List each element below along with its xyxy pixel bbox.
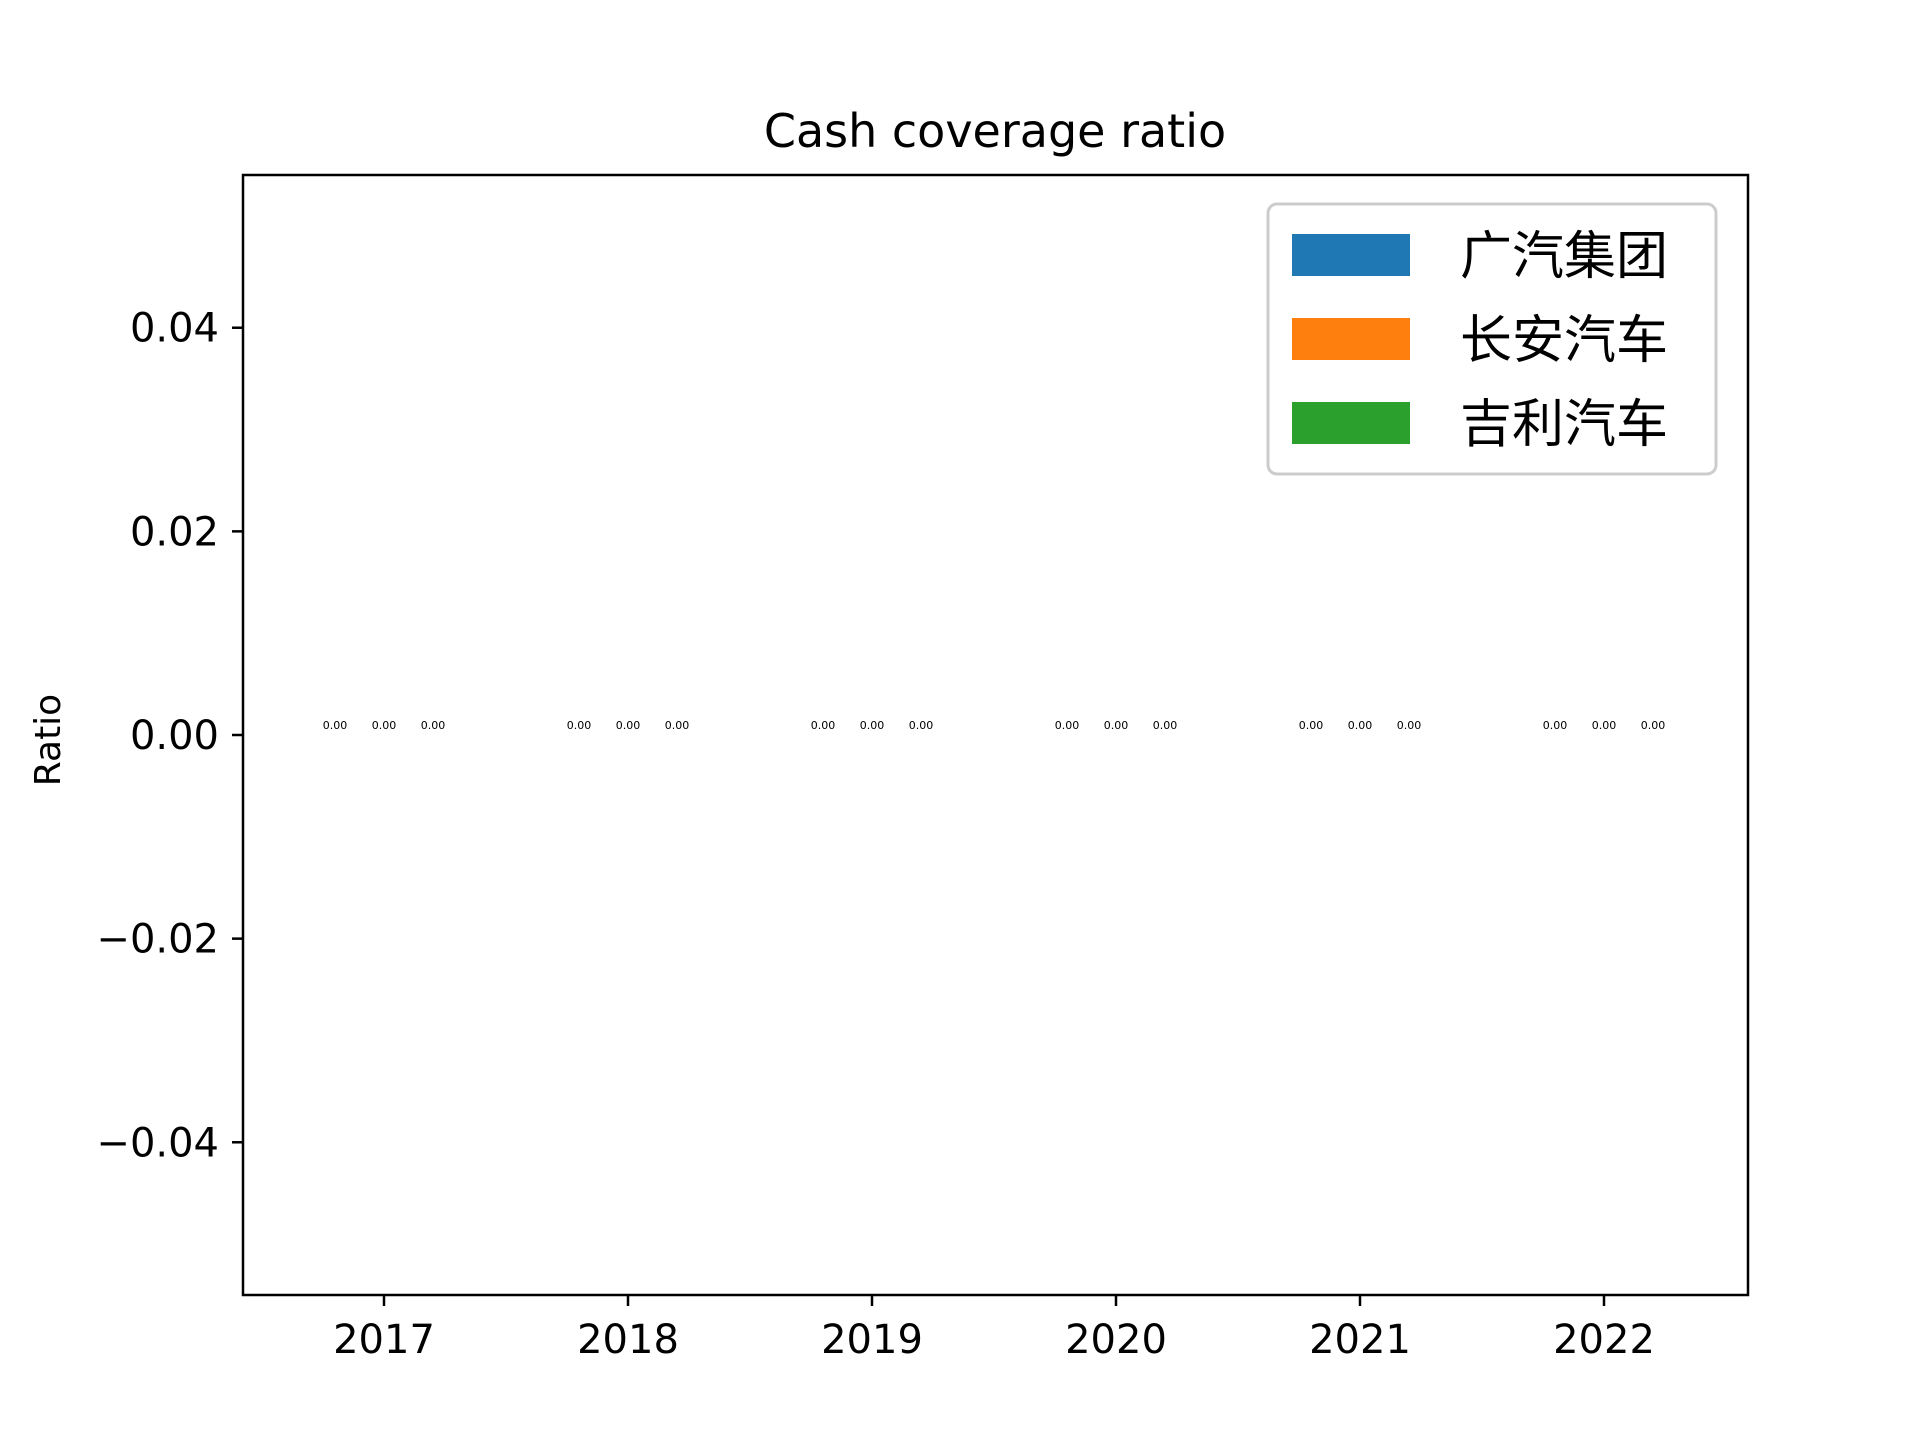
x-tick-label: 2022 — [1553, 1317, 1655, 1363]
x-tick-label: 2019 — [821, 1317, 923, 1363]
bar-value-label: 0.00 — [1641, 719, 1666, 732]
x-axis: 2017 2018 2019 2020 2021 2022 — [333, 1295, 1655, 1363]
x-tick-label: 2017 — [333, 1317, 435, 1363]
y-tick-label: 0.04 — [130, 306, 219, 352]
legend-label-2: 吉利汽车 — [1460, 395, 1668, 455]
y-axis-label: Ratio — [28, 694, 69, 786]
x-tick-label: 2020 — [1065, 1317, 1167, 1363]
bar-value-label: 0.00 — [1299, 719, 1324, 732]
bar-value-label: 0.00 — [616, 719, 641, 732]
y-tick-label: −0.04 — [96, 1120, 219, 1166]
bar-value-label: 0.00 — [1592, 719, 1617, 732]
y-tick-label: 0.00 — [130, 713, 219, 759]
bar-value-label: 0.00 — [372, 719, 397, 732]
bar-value-label: 0.00 — [1348, 719, 1373, 732]
bar-value-label: 0.00 — [811, 719, 836, 732]
plot-frame — [241, 173, 1750, 1297]
y-tick-label: 0.02 — [130, 509, 219, 555]
bar-value-label: 0.00 — [1153, 719, 1178, 732]
bar-value-label: 0.00 — [860, 719, 885, 732]
bar-value-label: 0.00 — [909, 719, 934, 732]
bar-value-label: 0.00 — [567, 719, 592, 732]
bar-value-label: 0.00 — [421, 719, 446, 732]
y-axis: −0.04 −0.02 0.00 0.02 0.04 — [96, 306, 243, 1166]
legend-swatch-1 — [1292, 318, 1410, 360]
legend-label-1: 长安汽车 — [1460, 311, 1668, 371]
legend-swatch-2 — [1292, 402, 1410, 444]
x-tick-label: 2018 — [577, 1317, 679, 1363]
bar-value-label: 0.00 — [1397, 719, 1422, 732]
bar-value-label: 0.00 — [1543, 719, 1568, 732]
legend-swatch-0 — [1292, 234, 1410, 276]
y-tick-label: −0.02 — [96, 917, 219, 963]
bar-value-label: 0.00 — [1104, 719, 1129, 732]
bar-value-label: 0.00 — [1055, 719, 1080, 732]
legend-label-0: 广汽集团 — [1460, 227, 1668, 287]
bar-value-label: 0.00 — [323, 719, 348, 732]
x-tick-label: 2021 — [1309, 1317, 1411, 1363]
chart-title: Cash coverage ratio — [764, 104, 1226, 158]
bar-label-group: 0.00 0.00 0.00 0.00 0.00 0.00 0.00 0.00 0.00 0.00… — [323, 719, 1666, 732]
bar-value-label: 0.00 — [665, 719, 690, 732]
